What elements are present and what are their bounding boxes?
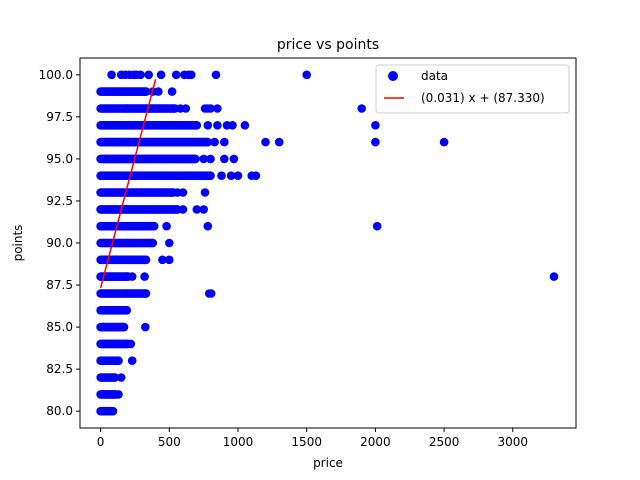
data-point xyxy=(372,221,382,231)
x-axis-label: price xyxy=(313,456,343,470)
data-point xyxy=(439,137,449,147)
data-point xyxy=(206,154,215,164)
data-point xyxy=(140,272,149,281)
data-point xyxy=(233,171,243,180)
data-point xyxy=(149,221,159,231)
x-axis: 0 500 1000 1500 2000 2500 3000 xyxy=(97,428,528,449)
data-point xyxy=(199,205,208,214)
fit-line-group xyxy=(99,79,157,289)
data-point xyxy=(226,171,236,180)
data-points xyxy=(96,70,559,416)
data-point xyxy=(126,339,136,349)
data-point xyxy=(206,104,215,113)
data-point xyxy=(144,70,153,80)
data-point xyxy=(141,322,150,332)
data-point xyxy=(162,221,171,231)
y-tick-label: 95.0 xyxy=(46,152,73,166)
data-point xyxy=(206,171,215,180)
data-point xyxy=(178,205,188,214)
data-point xyxy=(371,121,380,130)
data-point xyxy=(371,137,380,147)
data-point xyxy=(171,70,181,80)
data-point xyxy=(203,137,213,147)
data-point xyxy=(148,238,158,248)
data-point xyxy=(217,171,226,180)
data-point xyxy=(158,255,167,265)
data-point xyxy=(213,104,222,113)
y-axis-label: points xyxy=(11,225,25,262)
data-point xyxy=(261,137,270,147)
data-point xyxy=(116,373,126,382)
fit-line xyxy=(99,79,157,289)
data-point xyxy=(108,406,118,416)
data-point xyxy=(141,255,151,265)
data-point xyxy=(220,137,229,147)
y-tick-label: 87.5 xyxy=(46,278,73,292)
data-point xyxy=(199,154,208,164)
data-point xyxy=(203,221,213,231)
data-point xyxy=(220,154,229,164)
data-point xyxy=(165,255,174,265)
data-point xyxy=(549,272,559,281)
legend-data-marker xyxy=(388,71,398,81)
data-point xyxy=(191,154,200,164)
data-point xyxy=(192,205,202,214)
data-point xyxy=(187,70,196,80)
data-point xyxy=(165,238,174,248)
x-tick-label: 2500 xyxy=(429,435,460,449)
y-axis: 80.0 82.5 85.0 87.5 90.0 92.5 95.0 97.5 100.0 xyxy=(39,68,80,418)
data-point xyxy=(228,121,237,130)
data-point xyxy=(167,87,177,96)
data-point xyxy=(229,154,239,164)
data-point xyxy=(141,87,151,96)
y-tick-label: 100.0 xyxy=(39,68,73,82)
x-tick-label: 1500 xyxy=(291,435,322,449)
data-point xyxy=(213,121,222,130)
x-tick-label: 500 xyxy=(158,435,181,449)
legend: data (0.031) x + (87.330) xyxy=(375,64,570,114)
y-tick-label: 82.5 xyxy=(46,362,73,376)
data-point xyxy=(200,188,210,197)
data-point xyxy=(302,70,312,80)
data-point xyxy=(203,121,213,130)
data-point xyxy=(114,390,123,399)
data-point xyxy=(114,356,123,366)
data-point xyxy=(178,188,188,197)
data-point xyxy=(210,137,219,147)
data-point xyxy=(107,70,116,80)
data-point xyxy=(127,356,137,366)
data-point xyxy=(141,289,151,298)
data-point xyxy=(110,373,120,382)
legend-fit-label: (0.031) x + (87.330) xyxy=(421,91,545,105)
y-tick-label: 90.0 xyxy=(46,236,73,250)
data-point xyxy=(192,121,202,130)
data-point xyxy=(122,306,131,315)
data-point xyxy=(119,322,129,332)
legend-data-label: data xyxy=(421,69,448,83)
x-tick-label: 0 xyxy=(97,435,105,449)
y-tick-label: 92.5 xyxy=(46,194,73,208)
data-point xyxy=(240,121,250,130)
data-point xyxy=(127,272,137,281)
data-point xyxy=(251,171,261,180)
data-point xyxy=(211,70,221,80)
x-tick-label: 3000 xyxy=(498,435,529,449)
x-tick-label: 2000 xyxy=(360,435,391,449)
data-point xyxy=(154,87,163,96)
data-point xyxy=(181,104,191,113)
data-point xyxy=(156,70,166,80)
data-point xyxy=(357,104,367,113)
y-tick-label: 80.0 xyxy=(46,404,73,418)
y-tick-label: 85.0 xyxy=(46,320,73,334)
data-point xyxy=(206,289,216,298)
data-point xyxy=(136,70,145,80)
x-tick-label: 1000 xyxy=(223,435,254,449)
y-tick-label: 97.5 xyxy=(46,110,73,124)
legend-box xyxy=(375,64,570,114)
chart-title: price vs points xyxy=(277,37,379,53)
data-point xyxy=(274,137,284,147)
